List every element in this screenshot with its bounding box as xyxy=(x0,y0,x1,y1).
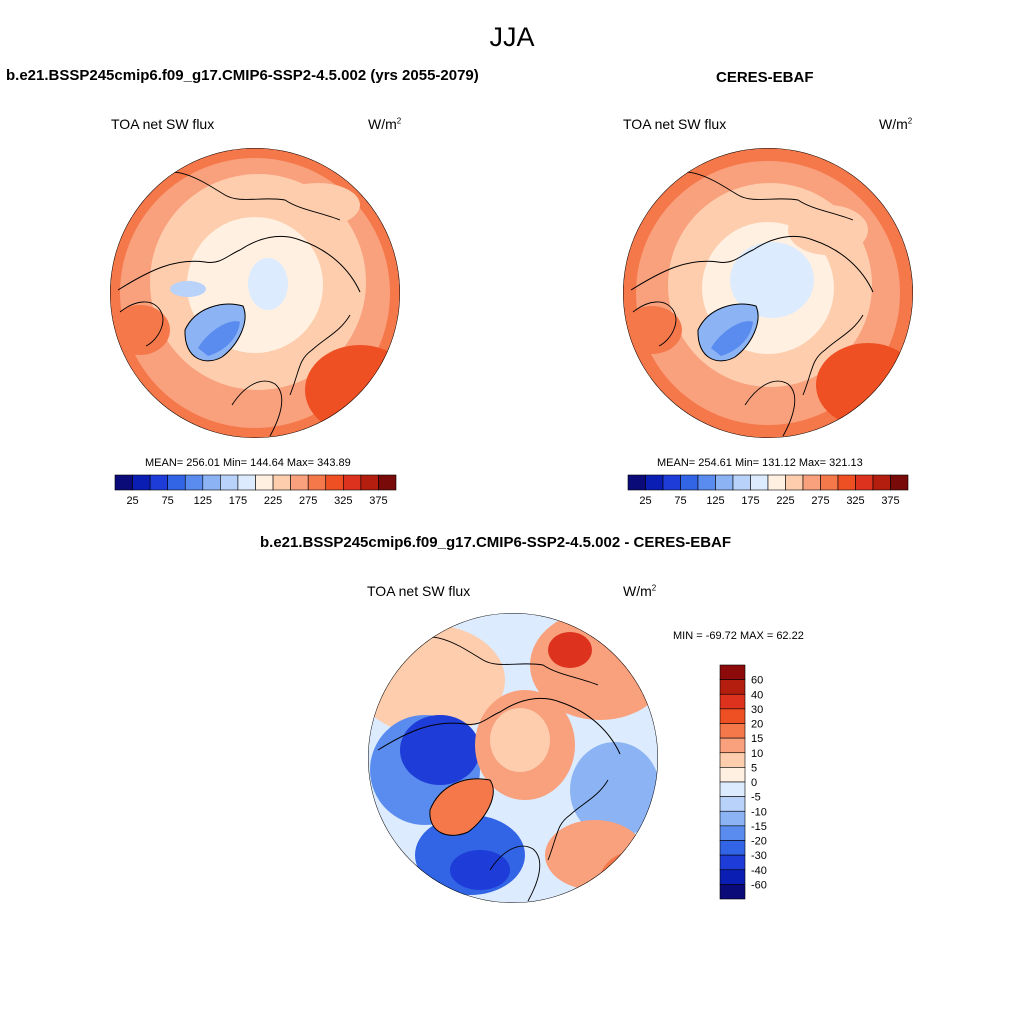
colorbar-box xyxy=(719,825,746,841)
map-1 xyxy=(110,148,400,438)
colorbar-box xyxy=(719,723,746,739)
colorbar-tick-label: 75 xyxy=(162,495,174,507)
colorbar-box xyxy=(715,474,734,491)
panel-2-units: W/m2 xyxy=(879,116,913,132)
colorbar-box xyxy=(719,840,746,856)
colorbar-tick-label: 125 xyxy=(706,495,724,507)
colorbar-3: 60 40 30 20 15 10 5 0 -5 -10 -15 -20 -30 -40 -60 xyxy=(719,664,767,900)
colorbar-box xyxy=(890,474,909,491)
colorbar-box xyxy=(719,693,746,710)
colorbar-box xyxy=(719,679,746,695)
map-3 xyxy=(368,613,658,903)
panel-1-units: W/m2 xyxy=(368,116,402,132)
colorbar-box xyxy=(719,781,746,797)
colorbar-box xyxy=(732,474,751,491)
colorbar-tick-label: 60 xyxy=(751,675,763,687)
colorbar-tick-label: 0 xyxy=(751,777,757,789)
colorbar-box xyxy=(855,474,874,491)
panel-2-variable: TOA net SW flux xyxy=(623,116,727,132)
colorbar-box xyxy=(719,869,746,885)
colorbar-box xyxy=(719,796,746,812)
colorbar-tick-label: 325 xyxy=(846,495,864,507)
colorbar-box xyxy=(719,737,746,754)
colorbar-box xyxy=(114,474,133,491)
colorbar-tick-label: 75 xyxy=(674,495,686,507)
colorbar-tick-label: 375 xyxy=(881,495,899,507)
colorbar-tick-label: 325 xyxy=(334,495,352,507)
colorbar-tick-label: -30 xyxy=(751,850,767,862)
colorbar-box xyxy=(750,474,769,491)
colorbar-box xyxy=(697,474,716,491)
colorbar-box xyxy=(872,474,891,491)
panel-3-units: W/m2 xyxy=(623,583,657,599)
colorbar-box xyxy=(719,767,746,783)
colorbar-tick-label: -10 xyxy=(751,806,767,818)
map-2 xyxy=(623,148,913,438)
colorbar-box xyxy=(184,474,204,491)
panel-3-variable: TOA net SW flux xyxy=(367,583,471,599)
panel-1-stats: MEAN= 256.01 Min= 144.64 Max= 343.89 xyxy=(145,457,351,469)
colorbar-tick-label: 175 xyxy=(741,495,759,507)
colorbar-box xyxy=(680,474,699,491)
colorbar-box xyxy=(719,664,746,680)
colorbar-tick-label: 275 xyxy=(299,495,317,507)
colorbar-box xyxy=(378,474,397,491)
colorbar-tick-label: -20 xyxy=(751,836,767,848)
colorbar-box xyxy=(719,752,746,768)
colorbar-tick-label: 40 xyxy=(751,689,763,701)
panel-3-title: b.e21.BSSP245cmip6.f09_g17.CMIP6-SSP2-4.… xyxy=(260,534,732,551)
colorbar-tick-label: -15 xyxy=(751,821,767,833)
colorbar-box xyxy=(719,854,746,871)
colorbar-box xyxy=(645,474,664,491)
colorbar-tick-label: -5 xyxy=(751,792,761,804)
colorbar-tick-label: 25 xyxy=(126,495,138,507)
panel-1-title: b.e21.BSSP245cmip6.f09_g17.CMIP6-SSP2-4.… xyxy=(6,67,479,84)
colorbar-box xyxy=(820,474,839,491)
panel-2-title: CERES-EBAF xyxy=(716,69,814,86)
panel-1-variable: TOA net SW flux xyxy=(111,116,215,132)
colorbar-box xyxy=(719,810,746,827)
colorbar-box xyxy=(220,474,239,491)
colorbar-box xyxy=(627,474,646,491)
colorbar-tick-label: 20 xyxy=(751,719,763,731)
colorbar-box xyxy=(255,474,274,491)
colorbar-tick-label: 30 xyxy=(751,704,763,716)
colorbar-box xyxy=(325,474,344,491)
panel-2-stats: MEAN= 254.61 Min= 131.12 Max= 321.13 xyxy=(657,457,863,469)
colorbar-1: 25 75 125 175 225 275 325 375 xyxy=(114,474,397,507)
colorbar-tick-label: 10 xyxy=(751,748,763,760)
colorbar-tick-label: 225 xyxy=(776,495,794,507)
colorbar-box xyxy=(237,474,256,491)
colorbar-box xyxy=(167,474,186,491)
colorbar-box xyxy=(343,474,362,491)
colorbar-box xyxy=(132,474,151,491)
colorbar-box xyxy=(360,474,379,491)
colorbar-box xyxy=(837,474,856,491)
colorbar-tick-label: 375 xyxy=(369,495,387,507)
colorbar-tick-label: 5 xyxy=(751,762,757,774)
figure-title: JJA xyxy=(489,22,535,52)
colorbar-box xyxy=(290,474,309,491)
colorbar-box xyxy=(719,708,746,724)
colorbar-box xyxy=(307,474,327,491)
colorbar-box xyxy=(149,474,168,491)
colorbar-box xyxy=(272,474,291,491)
colorbar-box xyxy=(202,474,221,491)
colorbar-tick-label: 15 xyxy=(751,733,763,745)
colorbar-tick-label: -40 xyxy=(751,865,767,877)
colorbar-tick-label: 225 xyxy=(264,495,282,507)
colorbar-2: 25 75 125 175 225 275 325 375 xyxy=(627,474,909,507)
colorbar-tick-label: 175 xyxy=(229,495,247,507)
colorbar-tick-label: 25 xyxy=(639,495,651,507)
colorbar-tick-label: 125 xyxy=(194,495,212,507)
colorbar-box xyxy=(662,474,681,491)
colorbar-box xyxy=(767,474,786,491)
panel-3-stats: MIN = -69.72 MAX = 62.22 xyxy=(673,630,804,642)
colorbar-box xyxy=(802,474,821,491)
colorbar-tick-label: -60 xyxy=(751,879,767,891)
colorbar-box xyxy=(785,474,804,491)
colorbar-box xyxy=(719,884,746,900)
colorbar-tick-label: 275 xyxy=(811,495,829,507)
